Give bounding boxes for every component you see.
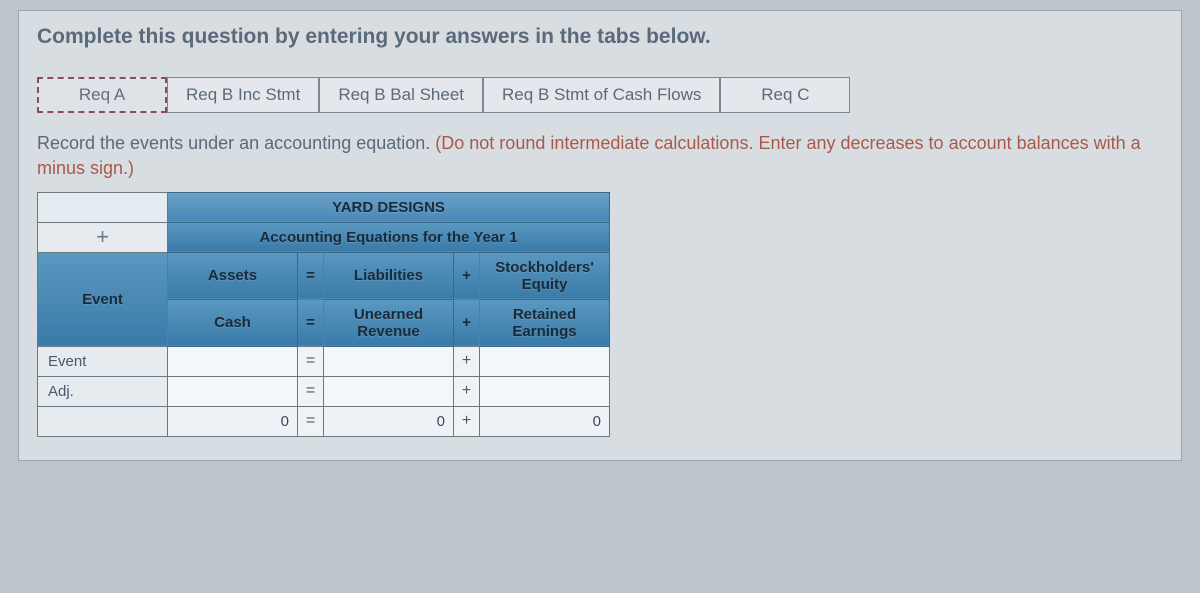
liabilities-header: Liabilities: [324, 252, 454, 299]
equity-header: Stockholders' Equity: [480, 252, 610, 299]
op-eq-r1: =: [298, 346, 324, 376]
input-adj-cash[interactable]: [168, 377, 297, 406]
op-plus-r1: +: [454, 346, 480, 376]
row-adj-label: Adj.: [38, 376, 168, 406]
total-cash: 0: [168, 406, 298, 436]
op-eq-total: =: [298, 406, 324, 436]
cash-header: Cash: [168, 299, 298, 346]
op-eq-sub: =: [298, 299, 324, 346]
corner-plus-icon: +: [38, 222, 168, 252]
table-subtitle: Accounting Equations for the Year 1: [168, 222, 610, 252]
op-plus-sub: +: [454, 299, 480, 346]
instruction: Record the events under an accounting eq…: [37, 131, 1163, 180]
input-event-unearned[interactable]: [324, 347, 453, 376]
tab-req-b-inc-stmt[interactable]: Req B Inc Stmt: [167, 77, 319, 113]
tabs-row: Req A Req B Inc Stmt Req B Bal Sheet Req…: [37, 77, 1163, 113]
input-event-cash[interactable]: [168, 347, 297, 376]
input-event-retained[interactable]: [480, 347, 609, 376]
tab-req-a[interactable]: Req A: [37, 77, 167, 113]
input-adj-retained[interactable]: [480, 377, 609, 406]
op-plus-header: +: [454, 252, 480, 299]
tab-req-b-bal-sheet[interactable]: Req B Bal Sheet: [319, 77, 483, 113]
row-total-label: [38, 406, 168, 436]
assets-header: Assets: [168, 252, 298, 299]
unearned-header: Unearned Revenue: [324, 299, 454, 346]
prompt-text: Complete this question by entering your …: [37, 25, 1163, 49]
op-eq-r2: =: [298, 376, 324, 406]
op-plus-total: +: [454, 406, 480, 436]
tab-req-c[interactable]: Req C: [720, 77, 850, 113]
input-adj-unearned[interactable]: [324, 377, 453, 406]
event-column-header: Event: [38, 252, 168, 346]
op-eq-header: =: [298, 252, 324, 299]
tab-req-b-stmt-cash-flows[interactable]: Req B Stmt of Cash Flows: [483, 77, 720, 113]
op-plus-r2: +: [454, 376, 480, 406]
total-unearned: 0: [324, 406, 454, 436]
question-card: Complete this question by entering your …: [18, 10, 1182, 461]
row-event-label: Event: [38, 346, 168, 376]
company-name: YARD DESIGNS: [168, 192, 610, 222]
retained-header: Retained Earnings: [480, 299, 610, 346]
accounting-equation-table: YARD DESIGNS + Accounting Equations for …: [37, 192, 610, 437]
instruction-main: Record the events under an accounting eq…: [37, 133, 435, 153]
total-retained: 0: [480, 406, 610, 436]
